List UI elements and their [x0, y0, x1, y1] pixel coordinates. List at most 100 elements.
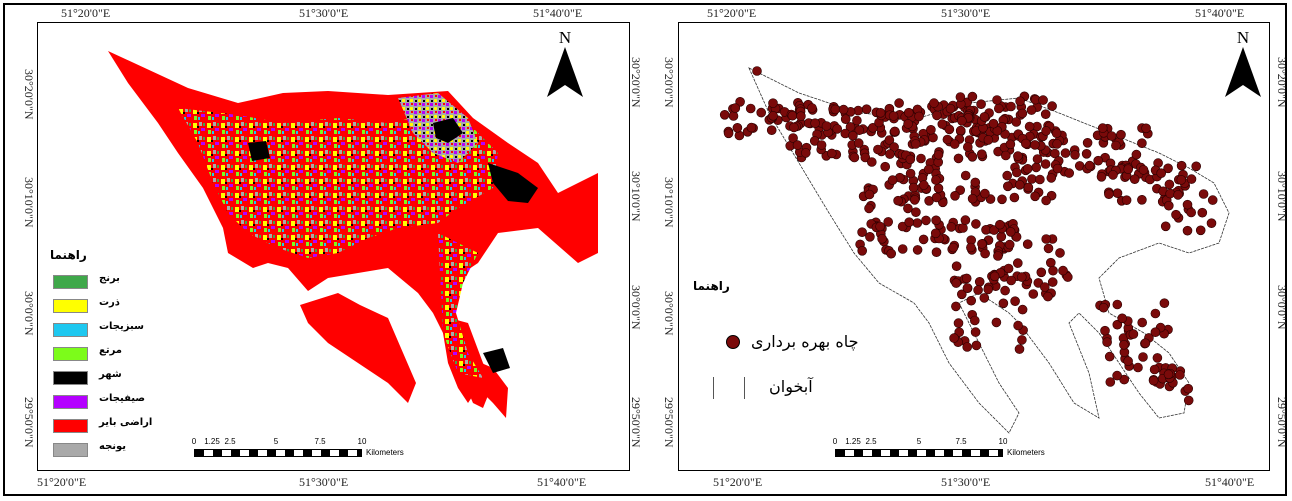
scale-tick: 2.5: [865, 437, 877, 446]
well-point: [1195, 225, 1206, 236]
well-point: [933, 183, 944, 194]
well-point: [956, 289, 967, 300]
well-point: [1163, 200, 1174, 211]
well-point: [931, 215, 941, 226]
left-coord-3: 30°0'0"N: [662, 291, 676, 336]
well-point: [1022, 239, 1033, 249]
well-point: [1043, 243, 1054, 254]
well-point: [966, 242, 976, 253]
right-coord-4: 29°50'0"N: [629, 397, 643, 448]
left-coord-1: 30°20'0"N: [662, 57, 676, 108]
well-point: [992, 95, 1002, 105]
well-point: [1041, 195, 1051, 206]
well-point: [953, 318, 964, 328]
well-point: [719, 110, 730, 120]
left-coord-4: 29°50'0"N: [662, 397, 676, 448]
well-point: [1112, 319, 1123, 330]
well-point: [953, 153, 964, 164]
bottom-coord-3: 51°40'0"E: [1205, 475, 1255, 489]
well-point: [868, 123, 878, 133]
well-point: [854, 125, 865, 135]
well-point: [919, 180, 929, 190]
well-point: [1017, 108, 1028, 119]
well-point: [1014, 180, 1025, 190]
scale-tick: 0: [832, 437, 838, 446]
well-point: [974, 276, 985, 287]
well-point: [903, 119, 913, 129]
well-point: [756, 107, 766, 118]
legend-label: یونجه: [99, 441, 127, 452]
well-point: [801, 148, 811, 158]
well-point: [1003, 263, 1014, 274]
well-point: [1137, 317, 1148, 328]
well-point: [909, 195, 920, 205]
well-point: [1183, 383, 1194, 394]
well-point: [930, 228, 941, 239]
left-coord-2: 30°10'0"N: [22, 177, 36, 228]
well-point: [998, 298, 1009, 309]
well-point: [1137, 195, 1147, 205]
well-point: [864, 189, 875, 200]
aquifer-boundary: [748, 67, 1230, 434]
well-point: [886, 248, 896, 259]
scale-tick: 2.5: [224, 437, 236, 446]
well-point: [1009, 192, 1020, 203]
well-point: [867, 157, 877, 167]
bottom-coord-3: 51°40'0"E: [537, 475, 587, 489]
well-point: [746, 122, 757, 133]
well-point: [937, 119, 948, 129]
well-point: [1138, 165, 1149, 175]
well-point: [1022, 164, 1033, 174]
well-point: [1026, 105, 1037, 115]
right-coord-2: 30°10'0"N: [1275, 171, 1289, 222]
well-point: [955, 92, 966, 102]
well-point: [1015, 96, 1025, 106]
well-point: [1047, 277, 1058, 287]
well-point: [904, 107, 914, 118]
top-coord-2: 51°30'0"E: [299, 6, 349, 20]
well-point: [852, 115, 862, 126]
well-point: [949, 139, 960, 149]
well-point: [1064, 168, 1075, 178]
well-point: [1045, 257, 1056, 268]
north-label: N: [1236, 28, 1250, 47]
well-point: [904, 217, 914, 227]
well-point: [1038, 95, 1048, 105]
top-coord-3: 51°40'0"E: [533, 6, 583, 20]
well-point: [979, 112, 990, 122]
well-point: [1131, 149, 1142, 160]
well-point: [931, 175, 941, 185]
well-point: [977, 239, 987, 249]
well-point: [1108, 170, 1118, 180]
well-point: [1117, 313, 1128, 324]
well-point: [875, 108, 886, 118]
well-point: [1171, 209, 1181, 220]
well-point: [960, 215, 971, 225]
well-point: [1182, 199, 1193, 210]
well-point: [1140, 338, 1151, 349]
well-point: [889, 142, 899, 152]
scale-tick: 10: [998, 437, 1008, 446]
well-point: [911, 207, 921, 217]
well-point: [1039, 282, 1050, 292]
right-coord-1: 30°20'0"N: [629, 57, 643, 108]
well-point: [1060, 148, 1071, 158]
city-area-south: [483, 348, 510, 373]
well-point: [1198, 189, 1209, 199]
wells-layer: [719, 66, 1218, 406]
well-point: [864, 203, 874, 214]
well-point: [1024, 121, 1035, 132]
well-point: [880, 161, 890, 172]
legend-label: سبزیجات: [99, 321, 144, 332]
well-point: [1173, 190, 1183, 200]
well-point: [1152, 353, 1163, 363]
legend-swatch: [53, 371, 88, 385]
well-point: [789, 122, 799, 133]
well-point: [873, 144, 883, 155]
right-coord-3: 30°0'0"N: [629, 285, 643, 330]
well-point: [1133, 362, 1143, 373]
well-point: [912, 218, 923, 228]
north-arrow-icon: [1225, 47, 1261, 97]
legend-label: اراضی بایر: [99, 417, 153, 428]
well-point: [1186, 174, 1197, 184]
